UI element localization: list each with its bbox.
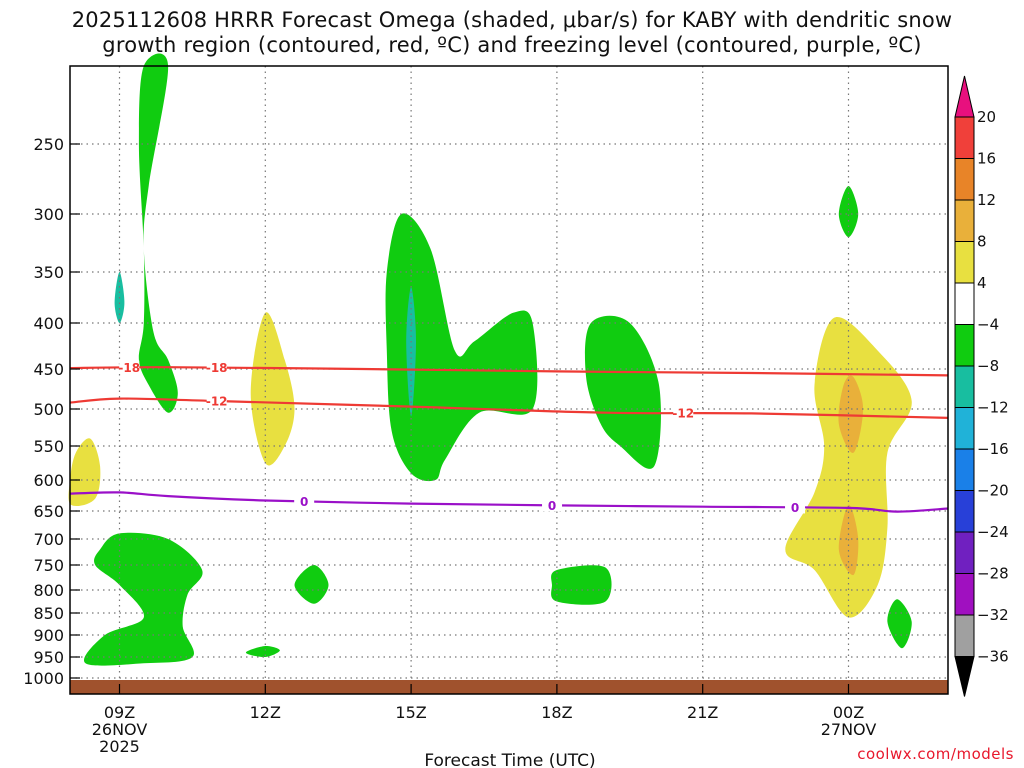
colorbar-segment <box>954 199 975 242</box>
y-tick-label: 500 <box>33 400 64 419</box>
chart-title-line1: 2025112608 HRRR Forecast Omega (shaded, … <box>71 8 953 32</box>
omega-region-5 <box>250 312 295 466</box>
contour-line-1 <box>69 397 949 419</box>
colorbar-label: 16 <box>977 150 996 168</box>
x-tick-label: 2025 <box>99 737 140 756</box>
y-tick-label: 300 <box>33 205 64 224</box>
colorbar-label: −32 <box>977 606 1009 624</box>
y-tick-label: 650 <box>33 502 64 521</box>
credit-text[interactable]: coolwx.com/models <box>857 745 1014 763</box>
x-tick-label: 27NOV <box>821 720 877 739</box>
contour-label-bg <box>673 406 694 420</box>
omega-region-10 <box>84 532 203 666</box>
omega-region-3 <box>406 287 416 417</box>
colorbar-segment <box>954 282 975 325</box>
colorbar-label: −16 <box>977 440 1009 458</box>
y-tick-label: 600 <box>33 471 64 490</box>
y-tick-label: 1000 <box>23 669 64 688</box>
y-tick-label: 850 <box>33 604 64 623</box>
colorbar-label: −4 <box>977 316 999 334</box>
colorbar-bottom-arrow <box>954 656 975 697</box>
colorbar-segment <box>954 241 975 284</box>
contour-label-bg <box>206 394 227 407</box>
y-tick-label: 250 <box>33 135 64 154</box>
omega-region-2 <box>385 213 538 482</box>
contour-label-bg <box>206 360 227 374</box>
x-tick-label: 15Z <box>395 703 426 722</box>
x-tick-label: 18Z <box>541 703 572 722</box>
grid-lines <box>70 66 948 680</box>
x-tick-label: 00Z <box>833 703 864 722</box>
colorbar-top-arrow <box>954 75 975 118</box>
y-tick-label: 350 <box>33 263 64 282</box>
contour-line-0 <box>69 366 949 377</box>
colorbar-label: −8 <box>977 357 999 375</box>
colorbar-label: 4 <box>977 274 987 292</box>
omega-region-4 <box>584 315 661 469</box>
y-tick-label: 750 <box>33 556 64 575</box>
y-tick-label: 900 <box>33 626 64 645</box>
omega-shading <box>68 53 912 666</box>
omega-region-11 <box>294 565 329 604</box>
x-tick-label: 21Z <box>687 703 718 722</box>
colorbar-label: −36 <box>977 648 1009 666</box>
colorbar-segment <box>954 573 975 616</box>
colorbar-segment <box>954 531 975 574</box>
colorbar-label: −28 <box>977 565 1009 583</box>
colorbar-label: 8 <box>977 233 987 251</box>
colorbar-label: −20 <box>977 482 1009 500</box>
x-tick-label: 12Z <box>250 703 281 722</box>
contour-label-bg <box>119 360 140 374</box>
colorbar-label: 12 <box>977 191 996 209</box>
contour-label: -18 <box>206 361 228 375</box>
colorbar-label: 20 <box>977 108 996 126</box>
omega-region-12 <box>245 645 280 658</box>
colorbar-label: −24 <box>977 523 1009 541</box>
x-tick-label: 26NOV <box>92 720 148 739</box>
contour-label: -18 <box>118 361 140 375</box>
colorbar-segment <box>954 407 975 450</box>
contour-line-2 <box>69 491 949 513</box>
colorbar-segment <box>954 448 975 491</box>
y-tick-label: 800 <box>33 581 64 600</box>
y-tick-label: 550 <box>33 437 64 456</box>
colorbar-segment <box>954 490 975 533</box>
omega-region-6 <box>68 438 101 507</box>
omega-region-7 <box>785 317 912 618</box>
y-tick-label: 450 <box>33 360 64 379</box>
colorbar-segment <box>954 324 975 367</box>
colorbar-segment <box>954 614 975 657</box>
omega-region-14 <box>838 186 859 238</box>
contour-label: 0 <box>300 495 308 509</box>
colorbar: 20 16 12 8 4 −4 −8 −12 −16 −20 −24 −28 −32 −36 <box>954 75 1009 697</box>
contour-label-bg <box>294 494 315 508</box>
ground-bar <box>70 680 948 694</box>
contour-label: 0 <box>791 501 799 515</box>
y-tick-label: 950 <box>33 648 64 667</box>
x-tick-label: 09Z <box>104 703 135 722</box>
contour-label: -12 <box>206 395 228 409</box>
plot-frame <box>69 65 949 695</box>
contour-label-bg <box>542 498 563 512</box>
chart-title-line2: growth region (contoured, red, ºC) and f… <box>102 33 922 57</box>
contour-label: 0 <box>548 499 556 513</box>
contour-label: -12 <box>672 407 694 421</box>
temperature-contours: -18 -18 -12 -12 0 0 0 <box>69 360 949 515</box>
colorbar-label: −12 <box>977 399 1009 417</box>
colorbar-segment <box>954 158 975 201</box>
y-axis: 250 300 350 400 450 500 550 600 650 700 750 800 850 9… <box>23 135 80 688</box>
omega-region-0 <box>138 53 178 413</box>
contour-label-bg <box>785 500 806 514</box>
y-tick-label: 400 <box>33 314 64 333</box>
colorbar-segment <box>954 116 975 159</box>
omega-region-13 <box>551 565 612 605</box>
colorbar-segment <box>954 365 975 408</box>
omega-region-8 <box>838 375 864 454</box>
x-axis-label: Forecast Time (UTC) <box>424 751 595 768</box>
y-tick-label: 700 <box>33 530 64 549</box>
omega-region-15 <box>887 599 912 649</box>
